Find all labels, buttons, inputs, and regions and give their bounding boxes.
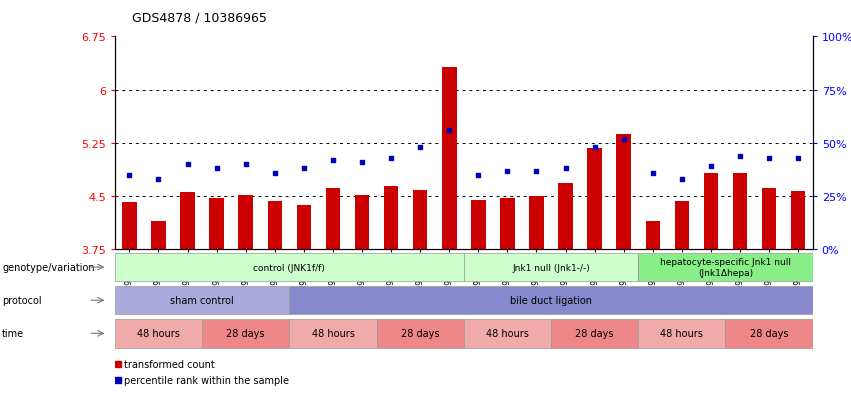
Bar <box>442 68 456 250</box>
Bar <box>551 319 638 348</box>
Bar <box>464 253 638 282</box>
Text: 48 hours: 48 hours <box>137 328 180 339</box>
Point <box>471 172 485 179</box>
Bar <box>297 206 311 250</box>
Point <box>151 176 165 183</box>
Bar <box>616 134 631 250</box>
Text: 48 hours: 48 hours <box>660 328 703 339</box>
Point <box>210 166 224 172</box>
Bar <box>704 174 718 250</box>
Point <box>268 170 282 177</box>
Bar <box>384 186 398 250</box>
Text: 28 days: 28 days <box>401 328 439 339</box>
Point <box>239 161 253 168</box>
Text: percentile rank within the sample: percentile rank within the sample <box>124 375 289 385</box>
Point <box>443 128 456 134</box>
Point <box>111 377 125 383</box>
Bar <box>471 200 486 250</box>
Text: 28 days: 28 days <box>226 328 265 339</box>
Bar <box>115 286 289 315</box>
Bar <box>289 319 376 348</box>
Text: transformed count: transformed count <box>124 359 215 369</box>
Point <box>734 153 747 159</box>
Bar <box>725 319 813 348</box>
Point <box>762 155 776 162</box>
Bar <box>209 199 224 250</box>
Bar <box>638 319 725 348</box>
Bar <box>675 202 689 250</box>
Point <box>385 155 398 162</box>
Text: GDS4878 / 10386965: GDS4878 / 10386965 <box>132 12 266 25</box>
Bar <box>151 221 166 250</box>
Point <box>297 166 311 172</box>
Bar <box>238 195 253 250</box>
Point <box>588 145 602 151</box>
Bar <box>180 192 195 250</box>
Bar <box>791 192 805 250</box>
Text: sham control: sham control <box>170 295 234 306</box>
Point <box>617 136 631 142</box>
Point <box>529 168 543 174</box>
Point <box>414 145 427 151</box>
Bar <box>587 149 602 250</box>
Point <box>675 176 688 183</box>
Point <box>646 170 660 177</box>
Bar <box>203 319 289 348</box>
Bar <box>646 221 660 250</box>
Bar <box>733 174 747 250</box>
Text: bile duct ligation: bile duct ligation <box>510 295 592 306</box>
Text: Jnk1 null (Jnk1-/-): Jnk1 null (Jnk1-/-) <box>512 263 590 272</box>
Bar <box>267 202 282 250</box>
Text: 28 days: 28 days <box>575 328 614 339</box>
Bar <box>413 191 427 250</box>
Text: protocol: protocol <box>3 295 42 306</box>
Point <box>123 172 136 179</box>
Point <box>791 155 805 162</box>
Text: 48 hours: 48 hours <box>311 328 354 339</box>
Text: hepatocyte-specific Jnk1 null
(Jnk1Δhepa): hepatocyte-specific Jnk1 null (Jnk1Δhepa… <box>660 258 791 277</box>
Text: genotype/variation: genotype/variation <box>3 262 94 273</box>
Point <box>180 161 194 168</box>
Text: time: time <box>3 328 25 339</box>
Bar <box>115 319 203 348</box>
Bar <box>326 188 340 250</box>
Bar <box>638 253 813 282</box>
Bar <box>123 202 137 250</box>
Point <box>559 166 573 172</box>
Bar <box>529 197 544 250</box>
Point <box>500 168 514 174</box>
Point <box>111 361 125 368</box>
Bar <box>464 319 551 348</box>
Text: 28 days: 28 days <box>750 328 788 339</box>
Text: 48 hours: 48 hours <box>486 328 528 339</box>
Point <box>704 164 717 170</box>
Bar <box>289 286 813 315</box>
Bar <box>115 253 464 282</box>
Bar <box>762 188 776 250</box>
Point <box>326 157 340 164</box>
Bar <box>355 195 369 250</box>
Point <box>355 159 368 166</box>
Bar <box>500 199 515 250</box>
Bar <box>376 319 464 348</box>
Bar <box>558 184 573 250</box>
Text: control (JNK1f/f): control (JNK1f/f) <box>254 263 325 272</box>
